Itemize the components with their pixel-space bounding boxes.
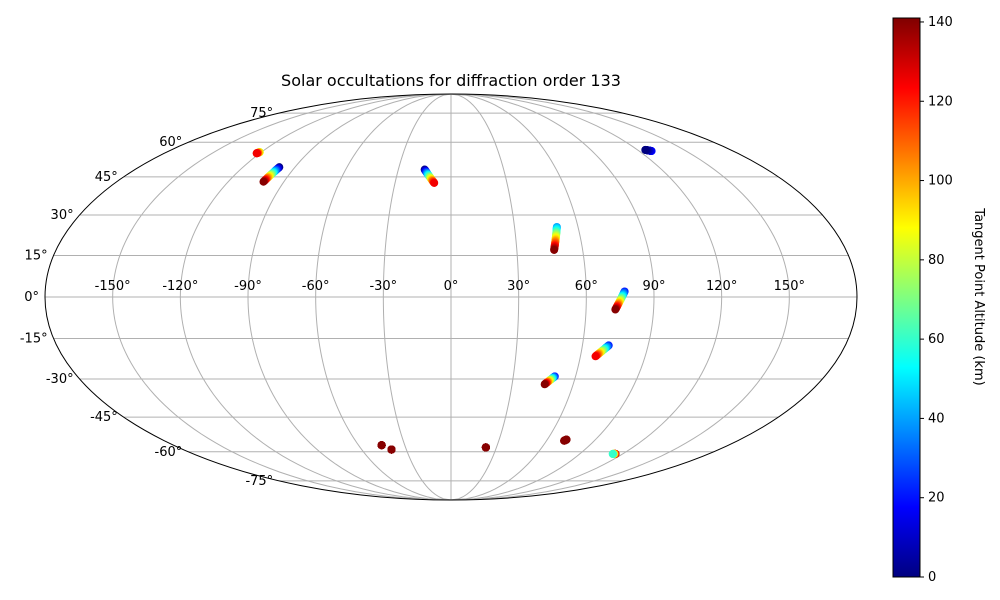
latitude-tick-label: -75° — [245, 474, 273, 489]
longitude-tick-labels: -150° -120° -90° -60° -30° 0° 30° 60° 90° 120° 150… — [95, 279, 805, 294]
longitude-tick-label: 120° — [706, 279, 737, 294]
occultation-point — [387, 445, 396, 454]
occultation-point — [611, 305, 620, 314]
meridian-line — [247, 94, 452, 500]
occultation-point — [430, 178, 439, 187]
meridian-line — [450, 94, 587, 500]
graticule — [45, 94, 857, 500]
colorbar-tick-label: 60 — [928, 332, 945, 347]
meridian-line — [450, 94, 655, 500]
longitude-tick-label: 0° — [444, 279, 459, 294]
longitude-tick-label: 150° — [774, 279, 805, 294]
colorbar-tick-label: 120 — [928, 94, 953, 109]
occultation-point — [591, 352, 600, 361]
latitude-tick-label: 45° — [95, 170, 118, 185]
longitude-tick-label: 60° — [575, 279, 598, 294]
latitude-tick-label: -60° — [155, 445, 183, 460]
colorbar-tick-label: 20 — [928, 491, 945, 506]
occultation-point — [608, 449, 617, 458]
latitude-tick-label: 60° — [159, 135, 182, 150]
colorbar — [892, 17, 921, 578]
colorbar-tick-label: 40 — [928, 411, 945, 426]
occultation-point — [540, 380, 549, 389]
longitude-tick-label: -30° — [369, 279, 397, 294]
occultation-point — [481, 443, 490, 452]
colorbar-tick-label: 0 — [928, 570, 936, 585]
occultation-points — [252, 145, 656, 458]
latitude-tick-label: 15° — [25, 248, 48, 263]
longitude-tick-label: 90° — [642, 279, 665, 294]
meridian-line — [450, 94, 520, 500]
map-boundary — [44, 93, 858, 501]
colorbar-tick-label: 140 — [928, 15, 953, 30]
meridian-line — [382, 94, 452, 500]
latitude-tick-label: -30° — [46, 372, 74, 387]
latitude-tick-label: 75° — [250, 106, 273, 121]
longitude-tick-label: -60° — [302, 279, 330, 294]
colorbar-label: Tangent Point Altitude (km) — [971, 207, 986, 385]
longitude-tick-label: 30° — [507, 279, 530, 294]
meridian-line — [179, 94, 452, 500]
longitude-tick-label: -90° — [234, 279, 262, 294]
occultation-point — [550, 245, 559, 254]
meridian-line — [112, 94, 452, 500]
latitude-tick-labels: 75° 60° 45° 30° 15° 0° -15° -30° -45° -60° -75° — [20, 106, 273, 489]
meridian-line — [450, 94, 723, 500]
occultation-point — [377, 441, 386, 450]
latitude-tick-label: 30° — [51, 208, 74, 223]
latitude-tick-label: -15° — [20, 332, 48, 347]
occultation-point — [252, 149, 261, 158]
chart-title: Solar occultations for diffraction order… — [281, 71, 621, 90]
occultation-point — [560, 436, 569, 445]
longitude-tick-label: -150° — [95, 279, 131, 294]
latitude-tick-label: -45° — [90, 410, 118, 425]
latitude-tick-label: 0° — [24, 290, 39, 305]
occultation-point — [259, 177, 268, 186]
colorbar-ticks: 0 20 40 60 80 100 120 140 — [920, 15, 953, 585]
colorbar-tick-label: 80 — [928, 253, 945, 268]
longitude-tick-label: -120° — [162, 279, 198, 294]
occultation-point — [641, 145, 650, 154]
colorbar-tick-label: 100 — [928, 174, 953, 189]
meridian-line — [450, 94, 790, 500]
meridian-line — [315, 94, 452, 500]
